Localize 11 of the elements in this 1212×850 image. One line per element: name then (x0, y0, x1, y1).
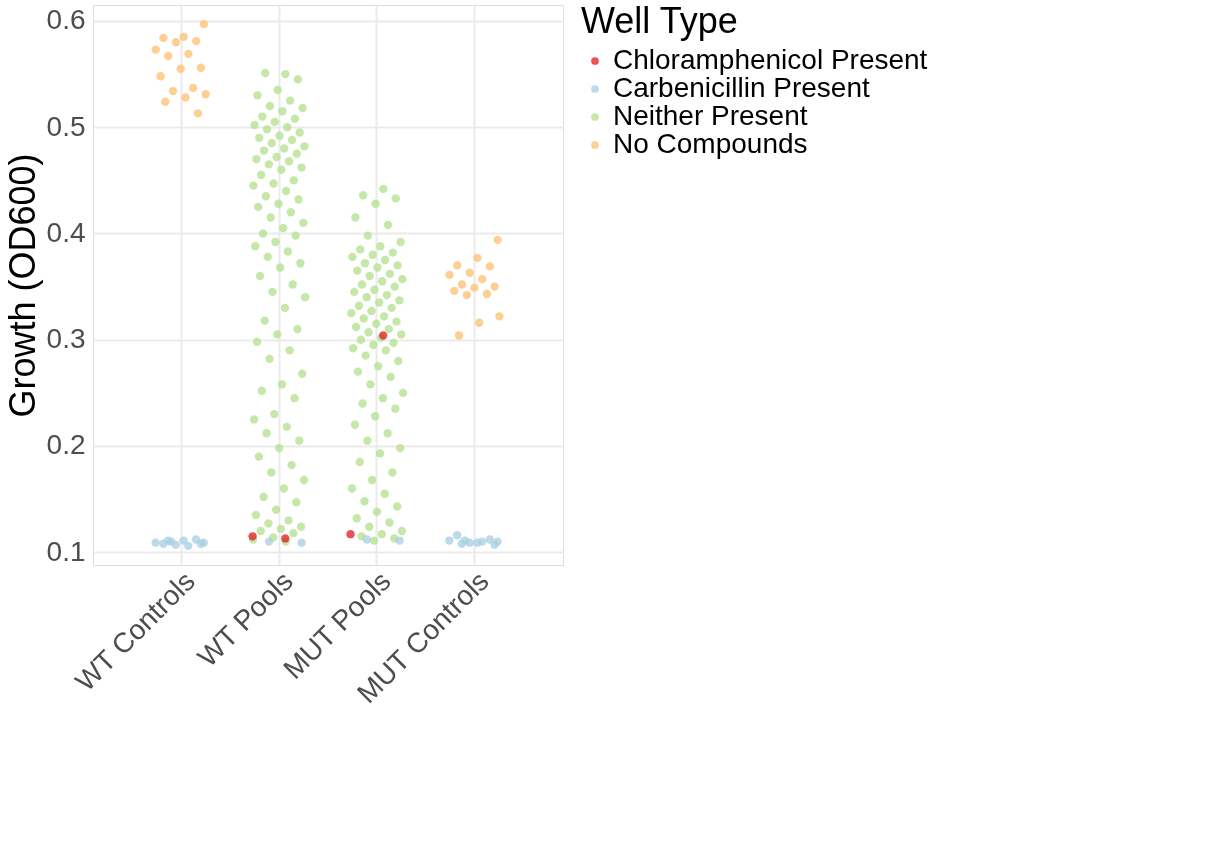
y-tick-label: 0.1 (46, 535, 86, 567)
y-tick-label: 0.3 (46, 323, 86, 355)
legend-label: No Compounds (613, 128, 808, 159)
y-axis-title: Growth (OD600) (1, 153, 43, 418)
y-tick-label: 0.5 (46, 110, 86, 142)
legend-label: Chloramphenicol Present (613, 44, 928, 75)
y-tick-label: 0.6 (46, 4, 86, 36)
legend-title: Well Type (581, 0, 738, 41)
y-tick-label: 0.2 (46, 429, 86, 461)
y-tick-label: 0.4 (46, 216, 86, 248)
legend-label: Neither Present (613, 100, 808, 131)
